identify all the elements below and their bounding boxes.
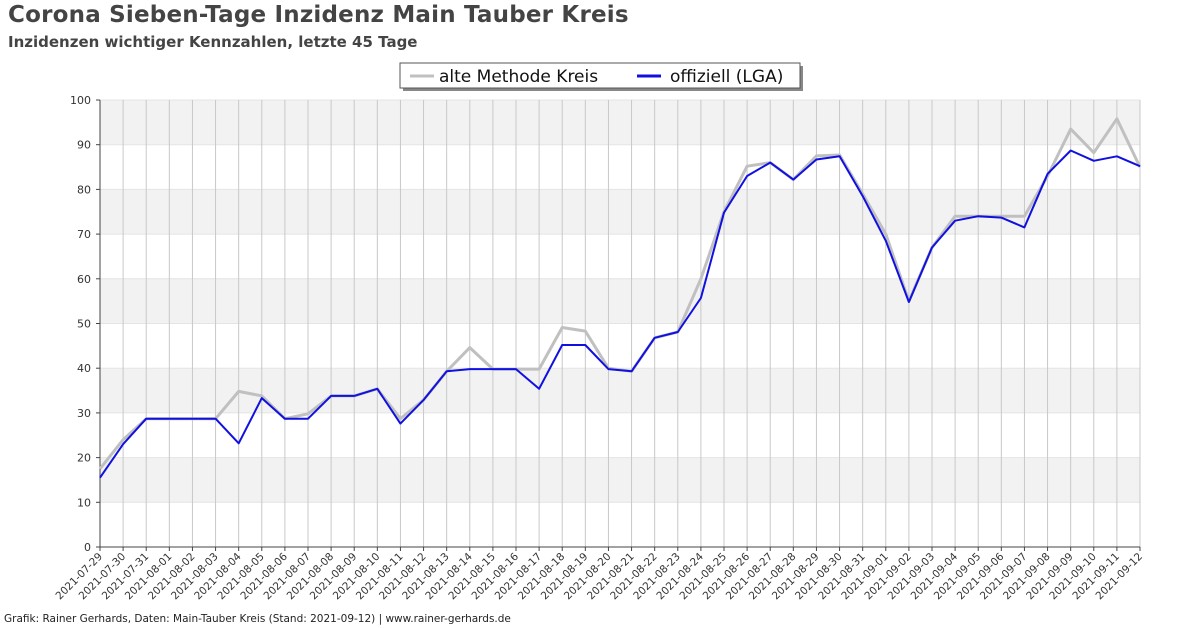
y-tick-label: 90 xyxy=(77,139,91,152)
chart-subtitle: Inzidenzen wichtiger Kennzahlen, letzte … xyxy=(8,33,418,51)
series-line-offiziell xyxy=(99,149,1141,479)
legend: alte Methode Kreis offiziell (LGA) xyxy=(399,62,803,91)
y-tick-label: 40 xyxy=(77,362,91,375)
y-tick-label: 60 xyxy=(77,273,91,286)
y-tick-label: 10 xyxy=(77,496,91,509)
y-tick-label: 80 xyxy=(77,183,91,196)
y-tick-label: 20 xyxy=(77,452,91,465)
y-tick-label: 70 xyxy=(77,228,91,241)
y-tick-label: 100 xyxy=(70,94,91,107)
chart-title: Corona Sieben-Tage Inzidenz Main Tauber … xyxy=(8,2,629,28)
y-tick-label: 30 xyxy=(77,407,91,420)
grid-band xyxy=(100,100,1140,145)
legend-item-offiziell-label: offiziell (LGA) xyxy=(670,67,783,87)
grid-band xyxy=(100,457,1140,503)
grid-band xyxy=(100,368,1140,413)
y-tick-label: 0 xyxy=(84,541,91,554)
grid-band xyxy=(100,189,1140,235)
footer-credit: Grafik: Rainer Gerhards, Daten: Main-Tau… xyxy=(4,613,511,625)
legend-box xyxy=(399,62,801,89)
grid-band xyxy=(100,278,1140,324)
legend-item-alte-methode-label: alte Methode Kreis xyxy=(439,67,598,87)
y-tick-label: 50 xyxy=(77,318,91,331)
